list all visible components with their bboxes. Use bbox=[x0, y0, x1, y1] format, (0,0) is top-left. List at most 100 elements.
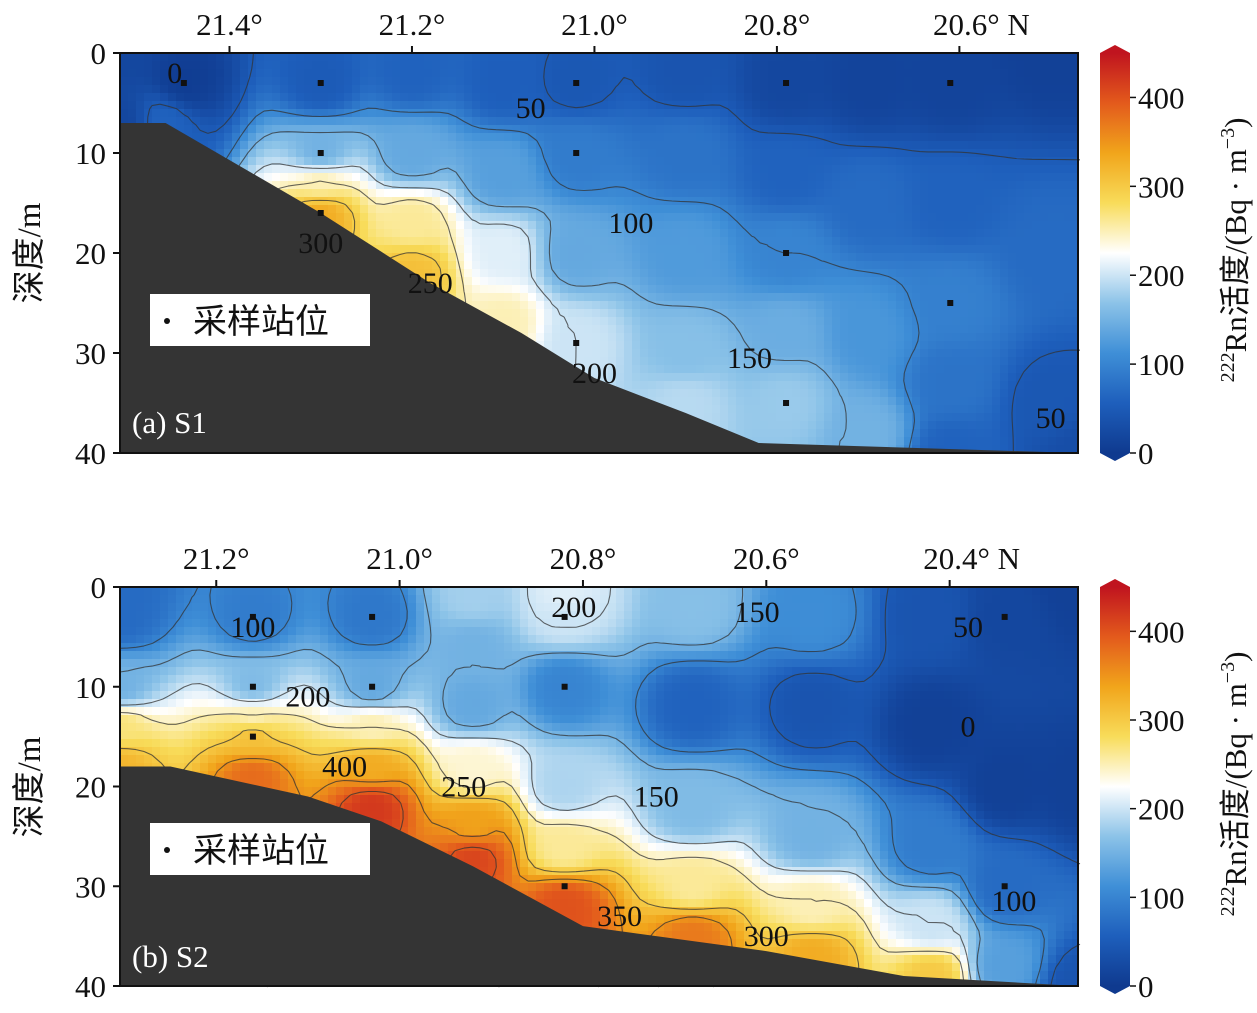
heat-cell bbox=[936, 349, 945, 358]
heat-cell bbox=[1032, 277, 1041, 286]
heat-cell bbox=[464, 85, 473, 94]
heat-cell bbox=[344, 133, 353, 142]
heat-cell bbox=[992, 77, 1001, 86]
heat-cell bbox=[352, 149, 361, 158]
heat-cell bbox=[1024, 221, 1033, 230]
heat-cell bbox=[464, 293, 473, 302]
heat-cell bbox=[568, 237, 577, 246]
heat-cell bbox=[680, 357, 689, 366]
heat-cell bbox=[952, 197, 961, 206]
heat-cell bbox=[920, 309, 929, 318]
heat-cell bbox=[784, 109, 793, 118]
heat-cell bbox=[816, 53, 825, 62]
heat-cell bbox=[808, 189, 817, 198]
heat-cell bbox=[312, 93, 321, 102]
heat-cell bbox=[320, 197, 329, 206]
heat-cell bbox=[1048, 53, 1057, 62]
heat-cell bbox=[920, 141, 929, 150]
heat-cell bbox=[656, 245, 665, 254]
heat-cell bbox=[648, 189, 657, 198]
heat-cell bbox=[672, 229, 681, 238]
heat-cell bbox=[952, 173, 961, 182]
heat-cell bbox=[496, 149, 505, 158]
heat-cell bbox=[576, 349, 585, 358]
heat-cell bbox=[552, 293, 561, 302]
heat-cell bbox=[848, 173, 857, 182]
heat-cell bbox=[824, 277, 833, 286]
heat-cell bbox=[312, 173, 321, 182]
heat-cell bbox=[720, 357, 729, 366]
heat-cell bbox=[352, 221, 361, 230]
heat-cell bbox=[448, 133, 457, 142]
heat-cell bbox=[584, 141, 593, 150]
heat-cell bbox=[544, 317, 553, 326]
heat-cell bbox=[1008, 109, 1017, 118]
heat-cell bbox=[736, 173, 745, 182]
heat-cell bbox=[472, 261, 481, 270]
heat-cell bbox=[496, 157, 505, 166]
heat-cell bbox=[232, 53, 241, 62]
heat-cell bbox=[256, 69, 265, 78]
heat-cell bbox=[1000, 53, 1009, 62]
heat-cell bbox=[704, 261, 713, 270]
heat-cell bbox=[1024, 141, 1033, 150]
heat-cell bbox=[704, 61, 713, 70]
heat-cell bbox=[968, 53, 977, 62]
heat-cell bbox=[592, 125, 601, 134]
heat-cell bbox=[544, 61, 553, 70]
heat-cell bbox=[608, 85, 617, 94]
heat-cell bbox=[200, 125, 209, 134]
heat-cell bbox=[560, 173, 569, 182]
heat-cell bbox=[1008, 333, 1017, 342]
heat-cell bbox=[608, 149, 617, 158]
heat-cell bbox=[920, 229, 929, 238]
heat-cell bbox=[848, 269, 857, 278]
heat-cell bbox=[904, 261, 913, 270]
heat-cell bbox=[600, 365, 609, 374]
heat-cell bbox=[408, 245, 417, 254]
heat-cell bbox=[880, 365, 889, 374]
heat-cell bbox=[792, 373, 801, 382]
heat-cell bbox=[520, 189, 529, 198]
heat-cell bbox=[720, 181, 729, 190]
heat-cell bbox=[472, 181, 481, 190]
heat-cell bbox=[592, 173, 601, 182]
heat-cell bbox=[944, 269, 953, 278]
heat-cell bbox=[512, 165, 521, 174]
heat-cell bbox=[504, 277, 513, 286]
heat-cell bbox=[1024, 245, 1033, 254]
heat-cell bbox=[760, 165, 769, 174]
heat-cell bbox=[400, 173, 409, 182]
heat-cell bbox=[488, 205, 497, 214]
heat-cell bbox=[720, 141, 729, 150]
heat-cell bbox=[640, 269, 649, 278]
heat-cell bbox=[472, 245, 481, 254]
heat-cell bbox=[728, 197, 737, 206]
heat-cell bbox=[1056, 269, 1065, 278]
heat-cell bbox=[488, 309, 497, 318]
heat-cell bbox=[1072, 149, 1078, 158]
heat-cell bbox=[840, 213, 849, 222]
heat-cell bbox=[1072, 357, 1078, 366]
heat-cell bbox=[600, 77, 609, 86]
heat-cell bbox=[696, 357, 705, 366]
heat-cell bbox=[1064, 101, 1073, 110]
heat-cell bbox=[640, 261, 649, 270]
heat-cell bbox=[472, 157, 481, 166]
heat-cell bbox=[912, 109, 921, 118]
heat-cell bbox=[336, 109, 345, 118]
heat-cell bbox=[744, 197, 753, 206]
heat-cell bbox=[184, 101, 193, 110]
heat-cell bbox=[528, 181, 537, 190]
heat-cell bbox=[952, 237, 961, 246]
heat-cell bbox=[328, 101, 337, 110]
heat-cell bbox=[352, 109, 361, 118]
heat-cell bbox=[1008, 293, 1017, 302]
heat-cell bbox=[696, 285, 705, 294]
heat-cell bbox=[992, 237, 1001, 246]
heat-cell bbox=[896, 141, 905, 150]
heat-cell bbox=[376, 181, 385, 190]
heat-cell bbox=[672, 69, 681, 78]
heat-cell bbox=[896, 309, 905, 318]
heat-cell bbox=[240, 157, 249, 166]
